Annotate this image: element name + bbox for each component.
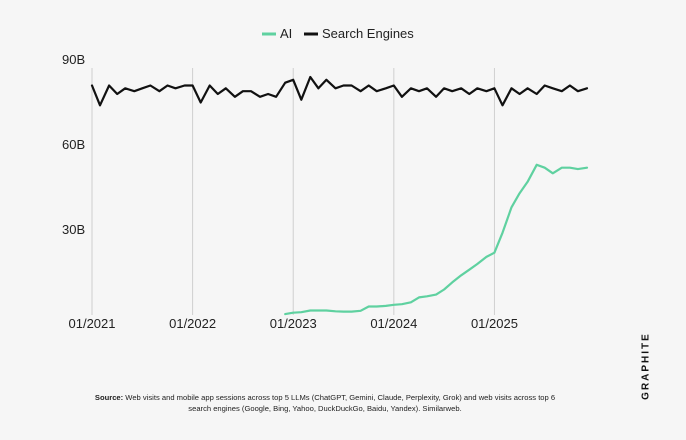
brand-logo: GRAPHITE [636, 318, 656, 414]
source-text: Web visits and mobile app sessions acros… [125, 393, 556, 413]
series-lines [90, 75, 589, 316]
legend: AI Search Engines [262, 26, 414, 41]
x-tick-label: 01/2022 [169, 316, 216, 331]
x-tick-label: 01/2024 [370, 316, 417, 331]
y-tick-label: 30B [62, 222, 85, 237]
grid-lines [91, 68, 495, 315]
x-axis: 01/2021 01/2022 01/2023 01/2024 01/2025 [69, 316, 518, 331]
x-tick-label: 01/2021 [69, 316, 116, 331]
series-line-ai [284, 163, 589, 316]
x-tick-label: 01/2025 [471, 316, 518, 331]
source-note: Source: Web visits and mobile app sessio… [90, 392, 560, 414]
y-axis: 90B 60B 30B [62, 52, 85, 237]
source-label: Source: [94, 393, 124, 402]
legend-label: Search Engines [322, 26, 414, 41]
y-tick-label: 90B [62, 52, 85, 67]
y-tick-label: 60B [62, 137, 85, 152]
legend-label: AI [280, 26, 292, 41]
brand-name: GRAPHITE [640, 332, 652, 400]
x-tick-label: 01/2023 [270, 316, 317, 331]
series-line-search-engines [90, 75, 589, 107]
